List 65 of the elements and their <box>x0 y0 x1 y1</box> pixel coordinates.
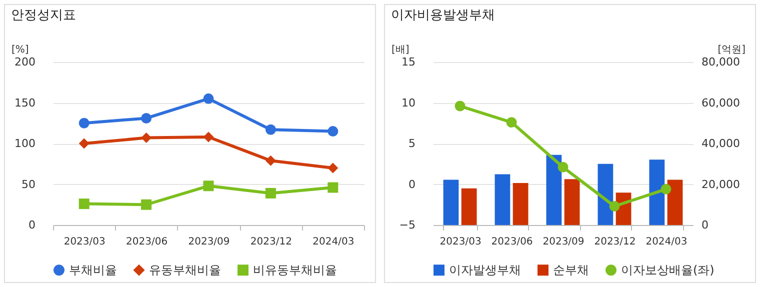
x-tick-label: 2023/03 <box>64 236 106 248</box>
y-tick-label: −5 <box>399 218 416 232</box>
bar <box>512 183 528 225</box>
point <box>265 188 276 198</box>
point <box>558 162 568 172</box>
y2-tick-label: 20,000 <box>702 178 740 191</box>
bar <box>461 188 477 225</box>
point <box>203 180 214 192</box>
legend-label: 부채비율 <box>69 263 117 278</box>
y-axis-title: [%] <box>12 44 29 56</box>
y-tick-label: 10 <box>402 96 416 110</box>
y2-tick-label: 0 <box>702 218 708 232</box>
chart-title: 안정성지표 <box>11 8 76 23</box>
x-tick-label: 2024/03 <box>312 236 354 248</box>
legend-label: 이자발생부채 <box>449 263 521 278</box>
bar <box>546 154 562 225</box>
y-tick-label: 0 <box>408 178 416 191</box>
x-tick-label: 2023/06 <box>126 236 168 248</box>
y2-tick-label: 40,000 <box>702 137 740 150</box>
point <box>506 117 517 128</box>
x-tick-label: 2024/03 <box>646 236 688 248</box>
chart-title: 이자비용발생부채 <box>391 8 495 23</box>
legend-label: 유동부채비율 <box>149 263 221 278</box>
point <box>78 138 90 149</box>
point <box>141 113 152 124</box>
bar <box>494 174 510 225</box>
point <box>265 124 276 135</box>
point <box>454 100 466 112</box>
y-tick-label: 0 <box>28 218 36 232</box>
y-tick-label: 15 <box>402 56 416 68</box>
x-tick-label: 2023/09 <box>542 236 584 248</box>
x-tick-label: 2023/12 <box>594 236 636 248</box>
legend-label: 순부채 <box>553 263 589 278</box>
point <box>141 199 152 210</box>
point <box>78 198 90 210</box>
point <box>609 201 620 212</box>
x-tick-label: 2023/03 <box>440 236 482 248</box>
bar <box>667 180 683 225</box>
y2-tick-label: 80,000 <box>702 56 740 68</box>
x-tick-label: 2023/09 <box>188 236 230 248</box>
y-tick-label: 50 <box>22 178 36 191</box>
x-tick-label: 2023/12 <box>250 236 292 248</box>
point <box>141 132 152 144</box>
point <box>660 184 672 194</box>
point <box>203 132 214 142</box>
bar <box>564 179 580 225</box>
point <box>328 126 338 137</box>
legend-label: 이자보상배율(좌) <box>621 263 714 278</box>
point <box>203 93 214 104</box>
y-tick-label: 200 <box>14 56 36 68</box>
y2-axis-title: [억원] <box>718 44 746 56</box>
y-tick-label: 5 <box>408 137 416 150</box>
y2-tick-label: 60,000 <box>702 96 740 110</box>
y-tick-label: 100 <box>14 137 36 150</box>
y-tick-label: 150 <box>14 96 36 110</box>
bar <box>598 164 614 225</box>
y-axis-title: [배] <box>392 44 410 56</box>
x-tick-label: 2023/06 <box>491 236 533 248</box>
legend-label: 비유동부채비율 <box>253 263 337 278</box>
point <box>265 155 276 166</box>
bar <box>443 180 459 225</box>
point <box>328 162 338 174</box>
point <box>328 182 338 193</box>
point <box>78 118 90 128</box>
bar <box>649 160 665 225</box>
